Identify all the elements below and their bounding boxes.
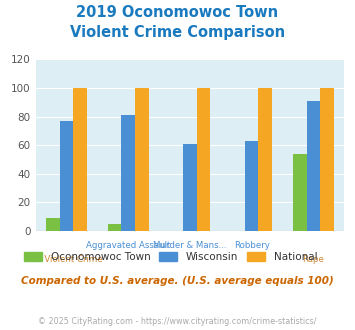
Text: © 2025 CityRating.com - https://www.cityrating.com/crime-statistics/: © 2025 CityRating.com - https://www.city… xyxy=(38,317,317,326)
Bar xyxy=(307,101,320,231)
Bar xyxy=(197,88,210,231)
Bar xyxy=(60,121,73,231)
Bar xyxy=(46,218,60,231)
Bar xyxy=(320,88,334,231)
Text: Rape: Rape xyxy=(302,255,324,264)
Text: Murder & Mans...: Murder & Mans... xyxy=(153,241,227,250)
Bar xyxy=(245,141,258,231)
Text: Aggravated Assault: Aggravated Assault xyxy=(86,241,170,250)
Bar xyxy=(108,224,121,231)
Bar xyxy=(183,144,197,231)
Text: 2019 Oconomowoc Town: 2019 Oconomowoc Town xyxy=(76,5,279,20)
Bar xyxy=(135,88,148,231)
Text: Violent Crime Comparison: Violent Crime Comparison xyxy=(70,25,285,40)
Bar xyxy=(258,88,272,231)
Text: All Violent Crime: All Violent Crime xyxy=(31,255,102,264)
Text: Robbery: Robbery xyxy=(234,241,270,250)
Bar xyxy=(73,88,87,231)
Legend: Oconomowoc Town, Wisconsin, National: Oconomowoc Town, Wisconsin, National xyxy=(20,248,321,266)
Bar xyxy=(293,154,307,231)
Bar xyxy=(121,115,135,231)
Text: Compared to U.S. average. (U.S. average equals 100): Compared to U.S. average. (U.S. average … xyxy=(21,276,334,285)
